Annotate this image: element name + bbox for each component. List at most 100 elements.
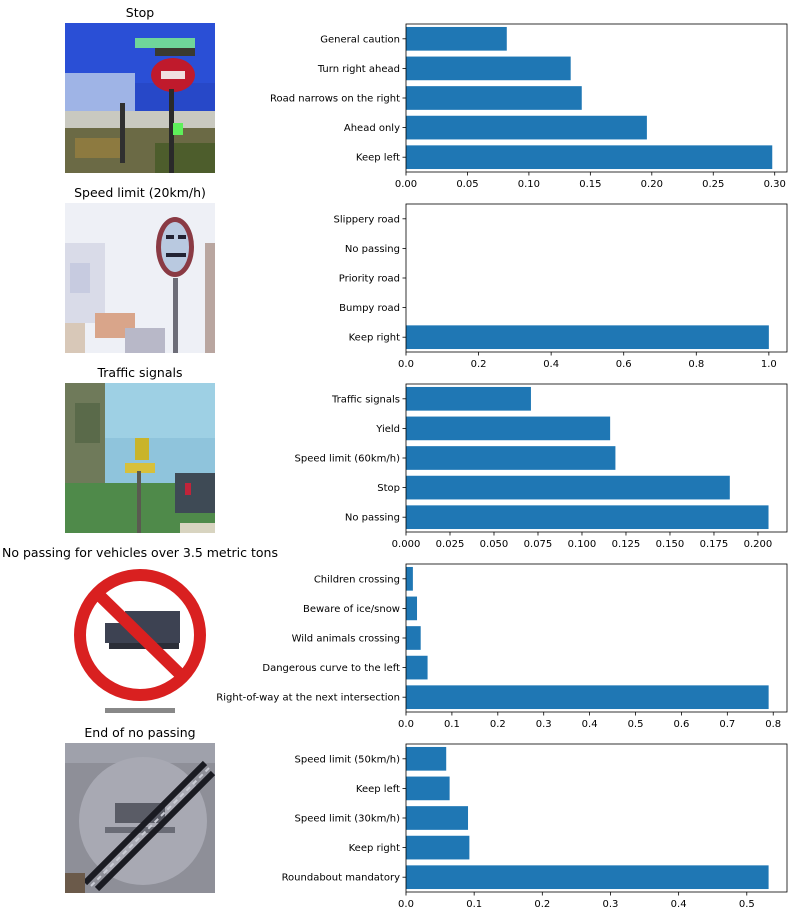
- bar: [406, 566, 413, 591]
- x-tick-label: 0.2: [471, 359, 487, 370]
- x-tick-label: 0.00: [395, 179, 417, 190]
- y-tick-label: Traffic signals: [331, 394, 400, 405]
- x-tick-label: 0.125: [612, 539, 641, 550]
- y-tick-label: Speed limit (60km/h): [295, 454, 401, 465]
- y-tick-label: Ahead only: [344, 123, 400, 134]
- x-tick-label: 0.20: [641, 179, 663, 190]
- x-tick-label: 0.075: [524, 539, 553, 550]
- panel-title-speed-limit-20: Speed limit (20km/h): [74, 185, 206, 200]
- x-tick-label: 1.0: [761, 359, 777, 370]
- x-tick-label: 0.15: [579, 179, 601, 190]
- bar: [406, 56, 571, 81]
- x-tick-label: 0.0: [398, 719, 414, 730]
- bar: [406, 505, 769, 530]
- bar: [406, 596, 418, 621]
- speed-limit-20-image: [65, 203, 215, 353]
- bar: [406, 86, 582, 110]
- x-tick-label: 0.050: [480, 539, 509, 550]
- bar: [406, 746, 447, 771]
- x-tick-label: 0.8: [688, 359, 704, 370]
- bar: [406, 685, 769, 710]
- bar: [406, 865, 769, 890]
- x-tick-label: 0.6: [673, 719, 689, 730]
- axes-frame: [405, 563, 788, 713]
- bar: [406, 655, 428, 680]
- y-tick-label: Dangerous curve to the left: [262, 663, 400, 674]
- x-tick-label: 0.100: [568, 539, 597, 550]
- y-tick-label: Beware of ice/snow: [303, 604, 400, 615]
- x-tick-label: 0.025: [436, 539, 465, 550]
- axes-frame: [405, 743, 788, 893]
- y-tick-label: Yield: [375, 424, 400, 435]
- panel-title-no-passing-35t: No passing for vehicles over 3.5 metric …: [2, 545, 278, 560]
- x-tick-label: 0.1: [444, 719, 460, 730]
- bar-chart-no-passing-35t: Right-of-way at the next intersection Dan…: [216, 563, 788, 730]
- panel-title-end-of-no-passing: End of no passing: [84, 725, 196, 740]
- y-tick-label: Roundabout mandatory: [282, 873, 401, 884]
- y-tick-label: Bumpy road: [339, 303, 400, 314]
- x-tick-label: 0.175: [700, 539, 729, 550]
- x-tick-label: 0.0: [398, 899, 414, 910]
- x-tick-label: 0.3: [603, 899, 619, 910]
- y-tick-label: Keep left: [356, 153, 400, 164]
- x-tick-label: 0.6: [616, 359, 632, 370]
- y-tick-label: Speed limit (30km/h): [295, 814, 401, 825]
- y-tick-label: Speed limit (50km/h): [295, 754, 401, 765]
- x-tick-label: 0.0: [398, 359, 414, 370]
- x-tick-label: 0.10: [518, 179, 540, 190]
- bar-chart-traffic-signals: No passing Stop Speed limit (60km/h) Yield T…: [295, 383, 788, 550]
- y-tick-label: Slippery road: [334, 214, 400, 225]
- x-tick-label: 0.05: [456, 179, 478, 190]
- y-tick-label: Priority road: [339, 274, 400, 285]
- y-tick-label: Keep right: [349, 843, 400, 854]
- x-tick-label: 0.5: [739, 899, 755, 910]
- x-tick-label: 0.4: [671, 899, 687, 910]
- stop-sign-image: [65, 23, 215, 173]
- x-tick-label: 0.4: [543, 359, 559, 370]
- y-tick-label: Children crossing: [314, 574, 400, 585]
- y-tick-label: Keep right: [349, 333, 400, 344]
- y-tick-label: No passing: [345, 513, 400, 524]
- bar: [406, 475, 730, 500]
- bar-chart-stop: Keep left Ahead only Road narrows on the r…: [270, 23, 788, 190]
- y-tick-label: General caution: [320, 34, 400, 45]
- bar: [406, 835, 470, 860]
- bar: [406, 416, 611, 441]
- x-tick-label: 0.000: [392, 539, 421, 550]
- x-tick-label: 0.8: [765, 719, 781, 730]
- y-tick-label: Stop: [377, 483, 400, 494]
- x-tick-label: 0.150: [656, 539, 685, 550]
- bar: [406, 325, 769, 350]
- bar-chart-end-of-no-passing: Roundabout mandatory Keep right Speed limi…: [282, 743, 788, 910]
- axes-frame: [405, 203, 788, 353]
- bar-chart-speed-limit-20: Keep right Bumpy road Priority road No pass…: [334, 203, 788, 370]
- bar: [406, 115, 647, 140]
- x-tick-label: 0.5: [628, 719, 644, 730]
- y-tick-label: Road narrows on the right: [270, 94, 400, 105]
- x-tick-label: 0.25: [702, 179, 724, 190]
- axes-frame: [405, 383, 788, 533]
- bar: [406, 626, 421, 650]
- traffic-signals-image: [65, 383, 215, 533]
- y-tick-label: Turn right ahead: [317, 64, 400, 75]
- panel-title-stop: Stop: [125, 5, 155, 20]
- x-tick-label: 0.1: [466, 899, 482, 910]
- x-tick-label: 0.4: [582, 719, 598, 730]
- panel-title-traffic-signals: Traffic signals: [97, 365, 183, 380]
- x-tick-label: 0.200: [744, 539, 773, 550]
- no-passing-trucks-image: [65, 563, 215, 713]
- x-tick-label: 0.2: [534, 899, 550, 910]
- y-tick-label: Right-of-way at the next intersection: [216, 693, 400, 704]
- y-tick-label: Keep left: [356, 784, 400, 795]
- x-tick-label: 0.3: [536, 719, 552, 730]
- y-tick-label: No passing: [345, 244, 400, 255]
- x-tick-label: 0.2: [490, 719, 506, 730]
- bar: [406, 145, 773, 170]
- x-tick-label: 0.30: [764, 179, 786, 190]
- y-tick-label: Wild animals crossing: [292, 634, 400, 645]
- bar: [406, 26, 507, 51]
- bar: [406, 806, 469, 830]
- bar: [406, 446, 616, 470]
- axes-frame: [405, 23, 788, 173]
- bar: [406, 386, 531, 411]
